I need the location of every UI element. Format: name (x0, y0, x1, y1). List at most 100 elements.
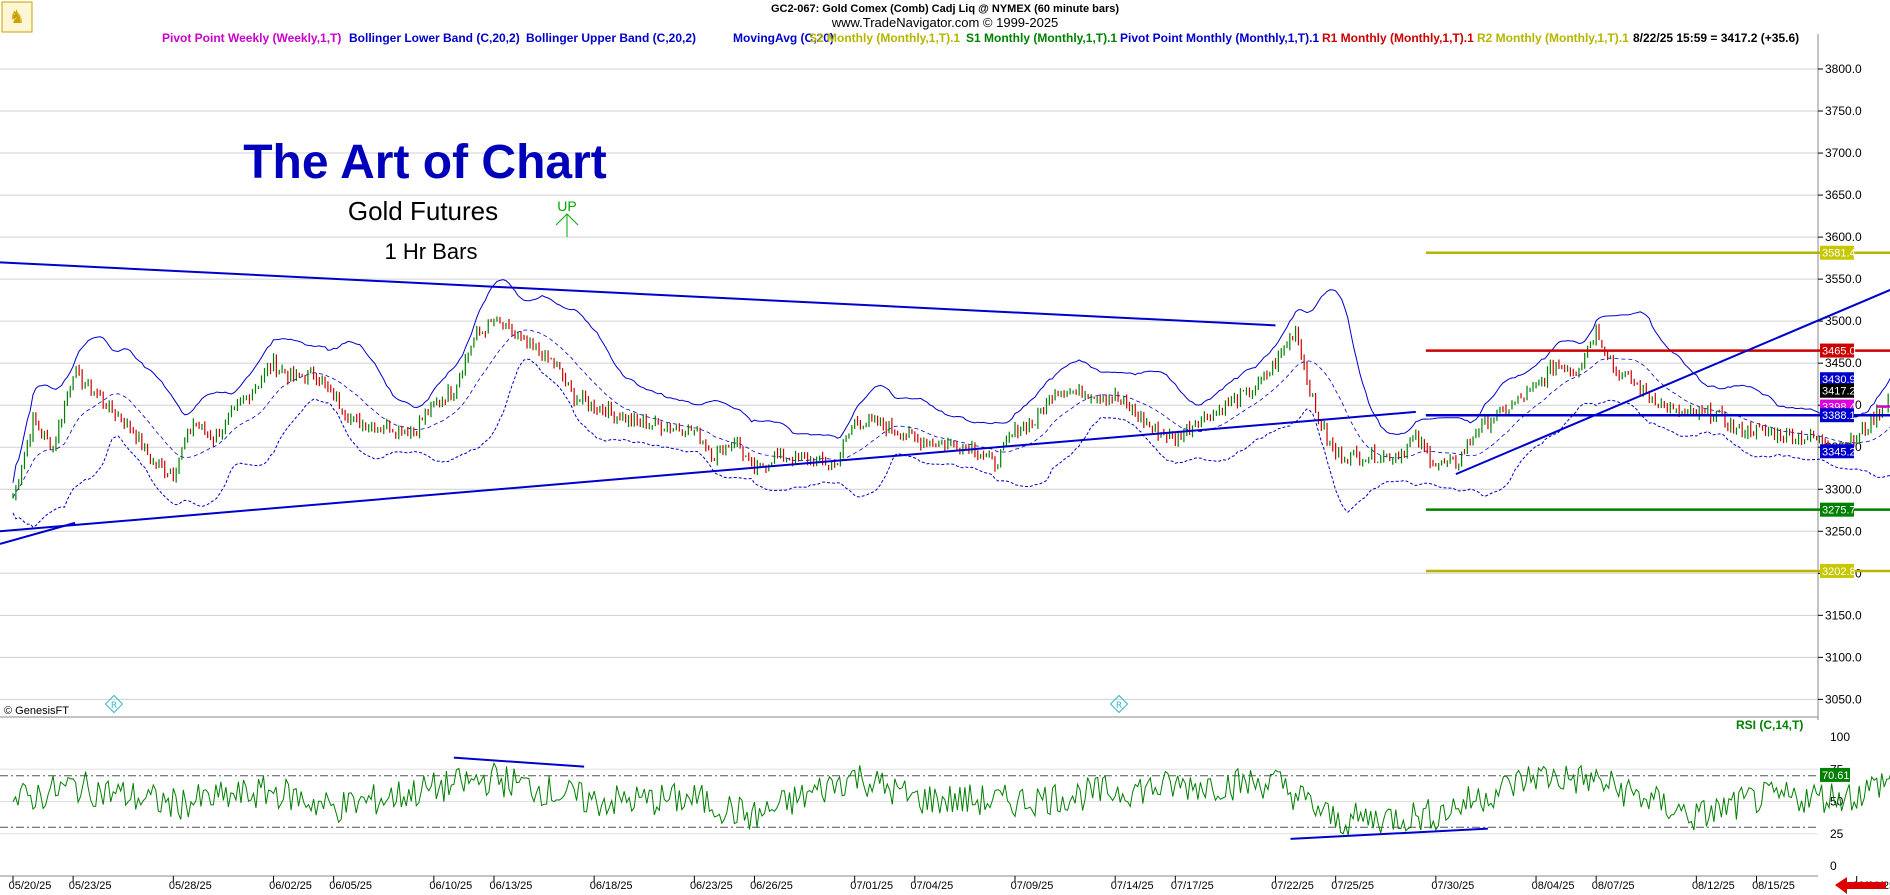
copyright-label: © GenesisFT (4, 705, 69, 717)
legend-item: Bollinger Upper Band (C,20,2) (526, 31, 696, 45)
value-label-text: 3345.2 (1822, 446, 1856, 458)
value-label-box (1820, 502, 1854, 517)
value-label-box (1820, 245, 1854, 260)
svg-text:♞: ♞ (9, 7, 25, 28)
legend-item: Bollinger Lower Band (C,20,2) (349, 31, 520, 45)
gold-futures-annotation: Gold Futures (348, 196, 498, 226)
date-tick-label: 08/15/25 (1752, 880, 1795, 892)
value-label-text: 3202.8 (1822, 566, 1856, 578)
bollinger-bands (12, 279, 1890, 528)
trendline (0, 410, 1416, 533)
trendline (0, 521, 76, 545)
date-tick-label: 05/28/25 (169, 880, 212, 892)
date-tick-label: 07/17/25 (1171, 880, 1214, 892)
date-tick-label: 06/05/25 (329, 880, 372, 892)
date-tick-label: 06/10/25 (429, 880, 472, 892)
date-tick-label: 05/23/25 (69, 880, 112, 892)
bollinger-lower-band (12, 358, 1890, 528)
rsi-tick-label: 25 (1830, 827, 1844, 841)
price-tick-label: 3250.0 (1825, 524, 1862, 538)
date-tick-label: 07/25/25 (1331, 880, 1374, 892)
price-tick-label: 3550.0 (1825, 272, 1862, 286)
price-tick-label: 3050.0 (1825, 692, 1862, 706)
price-tick-label: 3700.0 (1825, 146, 1862, 160)
price-tick-label: 3100.0 (1825, 650, 1862, 664)
value-label-text: 3430.9 (1822, 374, 1856, 386)
rsi-trendline (453, 756, 585, 768)
rsi-plot: 70.61 (12, 756, 1890, 840)
price-tick-label: 3300.0 (1825, 482, 1862, 496)
rsi-value-label-text: 70.61 (1822, 770, 1850, 782)
date-tick-label: 08/07/25 (1592, 880, 1635, 892)
axis-value-labels: 3581.43465.03430.93417.23398.43388.13345… (1820, 245, 1856, 578)
value-label-text: 3581.4 (1822, 248, 1856, 260)
bar-interval-annotation: 1 Hr Bars (385, 239, 478, 264)
date-tick-label: 06/23/25 (690, 880, 733, 892)
earnings-marker-icon[interactable]: R (1109, 694, 1129, 714)
price-tick-label: 3650.0 (1825, 188, 1862, 202)
value-label-text: 3388.1 (1822, 410, 1856, 422)
rsi-tick-label: 0 (1830, 859, 1837, 873)
price-tick-label: 3450.0 (1825, 356, 1862, 370)
rsi-y-axis: 0255075100RSI (C,14,T) (1736, 718, 1850, 873)
legend-item: Pivot Point Weekly (Weekly,1,T) (162, 31, 341, 45)
moving-average-line (12, 329, 1890, 498)
rsi-value-label-box (1820, 767, 1850, 782)
bollinger-upper-band (12, 279, 1890, 483)
rsi-trendline (1290, 827, 1488, 840)
scroll-right-arrow-icon[interactable] (1835, 877, 1886, 894)
date-tick-label: 06/18/25 (590, 880, 633, 892)
indicator-legend: Pivot Point Weekly (Weekly,1,T) Bollinger… (162, 31, 1629, 45)
trendline (1455, 288, 1890, 476)
earnings-marker-icon[interactable]: R (104, 694, 124, 714)
legend-item: S2 Monthly (Monthly,1,T).1 (809, 31, 960, 45)
svg-text:R: R (1116, 701, 1122, 711)
date-tick-label: 06/26/25 (750, 880, 793, 892)
date-tick-label: 07/01/25 (850, 880, 893, 892)
value-label-text: 3465.0 (1822, 346, 1856, 358)
legend-item: S1 Monthly (Monthly,1,T).1 (966, 31, 1117, 45)
date-tick-label: 07/30/25 (1431, 880, 1474, 892)
value-label-box (1820, 563, 1854, 578)
pivot-lines (1425, 251, 1890, 573)
value-label-box (1820, 372, 1854, 387)
date-tick-label: 06/13/25 (490, 880, 533, 892)
value-label-text: 3275.7 (1822, 505, 1856, 517)
chart-title: GC2-067: Gold Comex (Comb) Cadj Liq @ NY… (771, 3, 1119, 15)
chart-subtitle: www.TradeNavigator.com © 1999-2025 (831, 15, 1059, 30)
date-tick-label: 06/02/25 (269, 880, 312, 892)
rsi-tick-label: 100 (1830, 730, 1850, 744)
price-tick-label: 3750.0 (1825, 104, 1862, 118)
svg-text:R: R (111, 701, 117, 711)
value-label-box (1820, 343, 1854, 358)
rsi-title: RSI (C,14,T) (1736, 718, 1803, 732)
date-tick-label: 05/20/25 (9, 880, 52, 892)
date-tick-label: 08/12/25 (1692, 880, 1735, 892)
value-label-box (1820, 444, 1854, 459)
legend-item: Pivot Point Monthly (Monthly,1,T).1 (1120, 31, 1319, 45)
up-arrow-icon: UP (555, 198, 579, 237)
trendlines (0, 261, 1890, 545)
value-label-box (1820, 408, 1854, 423)
rsi-line (12, 761, 1890, 836)
legend-item: R1 Monthly (Monthly,1,T).1 (1322, 31, 1474, 45)
price-tick-label: 3500.0 (1825, 314, 1862, 328)
value-label-box (1820, 383, 1854, 398)
price-tick-label: 3800.0 (1825, 62, 1862, 76)
legend-item: R2 Monthly (Monthly,1,T).1 (1477, 31, 1629, 45)
price-bars (12, 316, 1889, 501)
trendline (0, 261, 1276, 327)
value-label-text: 3417.2 (1822, 386, 1856, 398)
up-marker-label: UP (557, 198, 576, 214)
price-tick-label: 3150.0 (1825, 608, 1862, 622)
date-tick-label: 07/22/25 (1271, 880, 1314, 892)
last-price-info: 8/22/25 15:59 = 3417.2 (+35.6) (1633, 31, 1799, 45)
date-tick-label: 07/14/25 (1111, 880, 1154, 892)
price-gridlines (0, 68, 1818, 700)
legend-item: MovingAvg (C,20) (733, 31, 834, 45)
date-tick-label: 07/09/25 (1011, 880, 1054, 892)
logo-icon[interactable]: ♞ (1, 1, 33, 33)
price-tick-label: 3600.0 (1825, 230, 1862, 244)
headline-annotation: The Art of Chart (243, 136, 607, 189)
